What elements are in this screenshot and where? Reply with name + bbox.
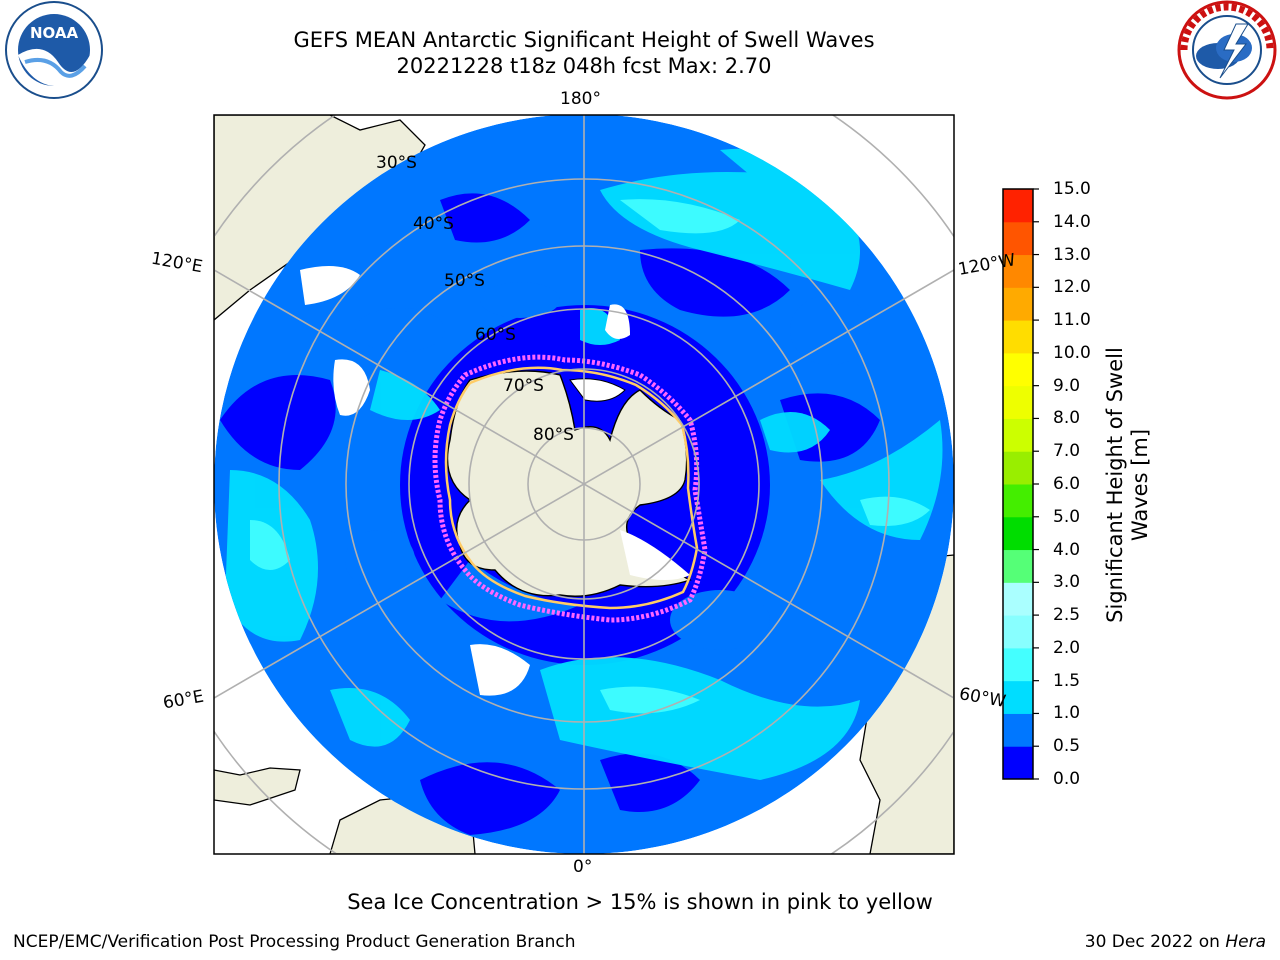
colorbar-tick-label: 4.0: [1053, 539, 1081, 560]
colorbar-tick-label: 0.0: [1053, 769, 1081, 789]
lat-label-70s: 70°S: [503, 376, 544, 396]
colorbar-tick-label: 2.5: [1053, 605, 1081, 626]
lat-label-60s: 60°S: [475, 325, 516, 345]
lat-label-80s: 80°S: [533, 425, 574, 445]
colorbar-tick-label: 3.0: [1053, 572, 1081, 593]
graticule: [214, 115, 954, 854]
colorbar-tick-label: 13.0: [1053, 244, 1091, 265]
colorbar-segment: [1003, 713, 1033, 747]
colorbar-segment: [1003, 418, 1033, 452]
noaa-logo-icon: NOAA: [5, 1, 103, 99]
colorbar-tick-label: 11.0: [1053, 310, 1091, 331]
footer-date-text: 30 Dec 2022 on: [1084, 932, 1226, 952]
colorbar-segment: [1003, 516, 1033, 551]
colorbar-segment: [1003, 484, 1033, 518]
colorbar-segment: [1003, 254, 1033, 288]
colorbar-segment: [1003, 189, 1033, 223]
colorbar-segment: [1003, 549, 1033, 583]
colorbar-segment: [1003, 352, 1033, 387]
footer-date: 30 Dec 2022 on Hera: [1085, 932, 1266, 952]
colorbar-segment: [1003, 647, 1033, 682]
colorbar-segment: [1003, 582, 1033, 616]
colorbar-segment: [1003, 746, 1033, 780]
lat-label-50s: 50°S: [444, 271, 485, 291]
colorbar-tick-label: 14.0: [1053, 211, 1091, 232]
colorbar-tick-label: 5.0: [1053, 506, 1081, 527]
colorbar-segment: [1003, 615, 1033, 649]
colorbar-tick-label: 7.0: [1053, 441, 1081, 462]
colorbar-tick-label: 1.0: [1053, 703, 1081, 724]
chart-title: GEFS MEAN Antarctic Significant Height o…: [293, 28, 875, 52]
footer-machine: Hera: [1225, 932, 1266, 952]
colorbar-tick-label: 9.0: [1053, 375, 1081, 396]
colorbar-tick-label: 15.0: [1053, 179, 1091, 199]
chart-subtitle: 20221228 t18z 048h fcst Max: 2.70: [396, 54, 772, 78]
lat-label-40s: 40°S: [413, 214, 454, 234]
nws-logo-icon: [1177, 0, 1277, 100]
colorbar-title: Significant Height of Swell Waves [m]: [1103, 347, 1152, 623]
lon-label-180: 180°: [560, 89, 601, 109]
footer-credit: NCEP/EMC/Verification Post Processing Pr…: [13, 932, 576, 952]
colorbar-segment: [1003, 320, 1033, 354]
colorbar: [1002, 188, 1039, 780]
colorbar-tick-label: 2.0: [1053, 637, 1081, 658]
colorbar-segment: [1003, 287, 1033, 321]
colorbar-segment: [1003, 451, 1033, 485]
colorbar-tick-label: 0.5: [1053, 736, 1081, 757]
colorbar-tick-label: 10.0: [1053, 342, 1091, 363]
sea-ice-edge: [432, 354, 708, 623]
colorbar-segment: [1003, 221, 1033, 256]
lat-label-30s: 30°S: [376, 153, 417, 173]
colorbar-tick-label: 1.5: [1053, 670, 1081, 691]
svg-text:NOAA: NOAA: [30, 24, 79, 42]
colorbar-tick-label: 8.0: [1053, 408, 1081, 429]
sea-ice-caption: Sea Ice Concentration > 15% is shown in …: [347, 890, 933, 914]
lon-label-0: 0°: [573, 857, 593, 877]
colorbar-segment: [1003, 385, 1033, 419]
colorbar-segment: [1003, 680, 1033, 714]
colorbar-tick-label: 6.0: [1053, 474, 1081, 494]
colorbar-tick-label: 12.0: [1053, 277, 1091, 298]
